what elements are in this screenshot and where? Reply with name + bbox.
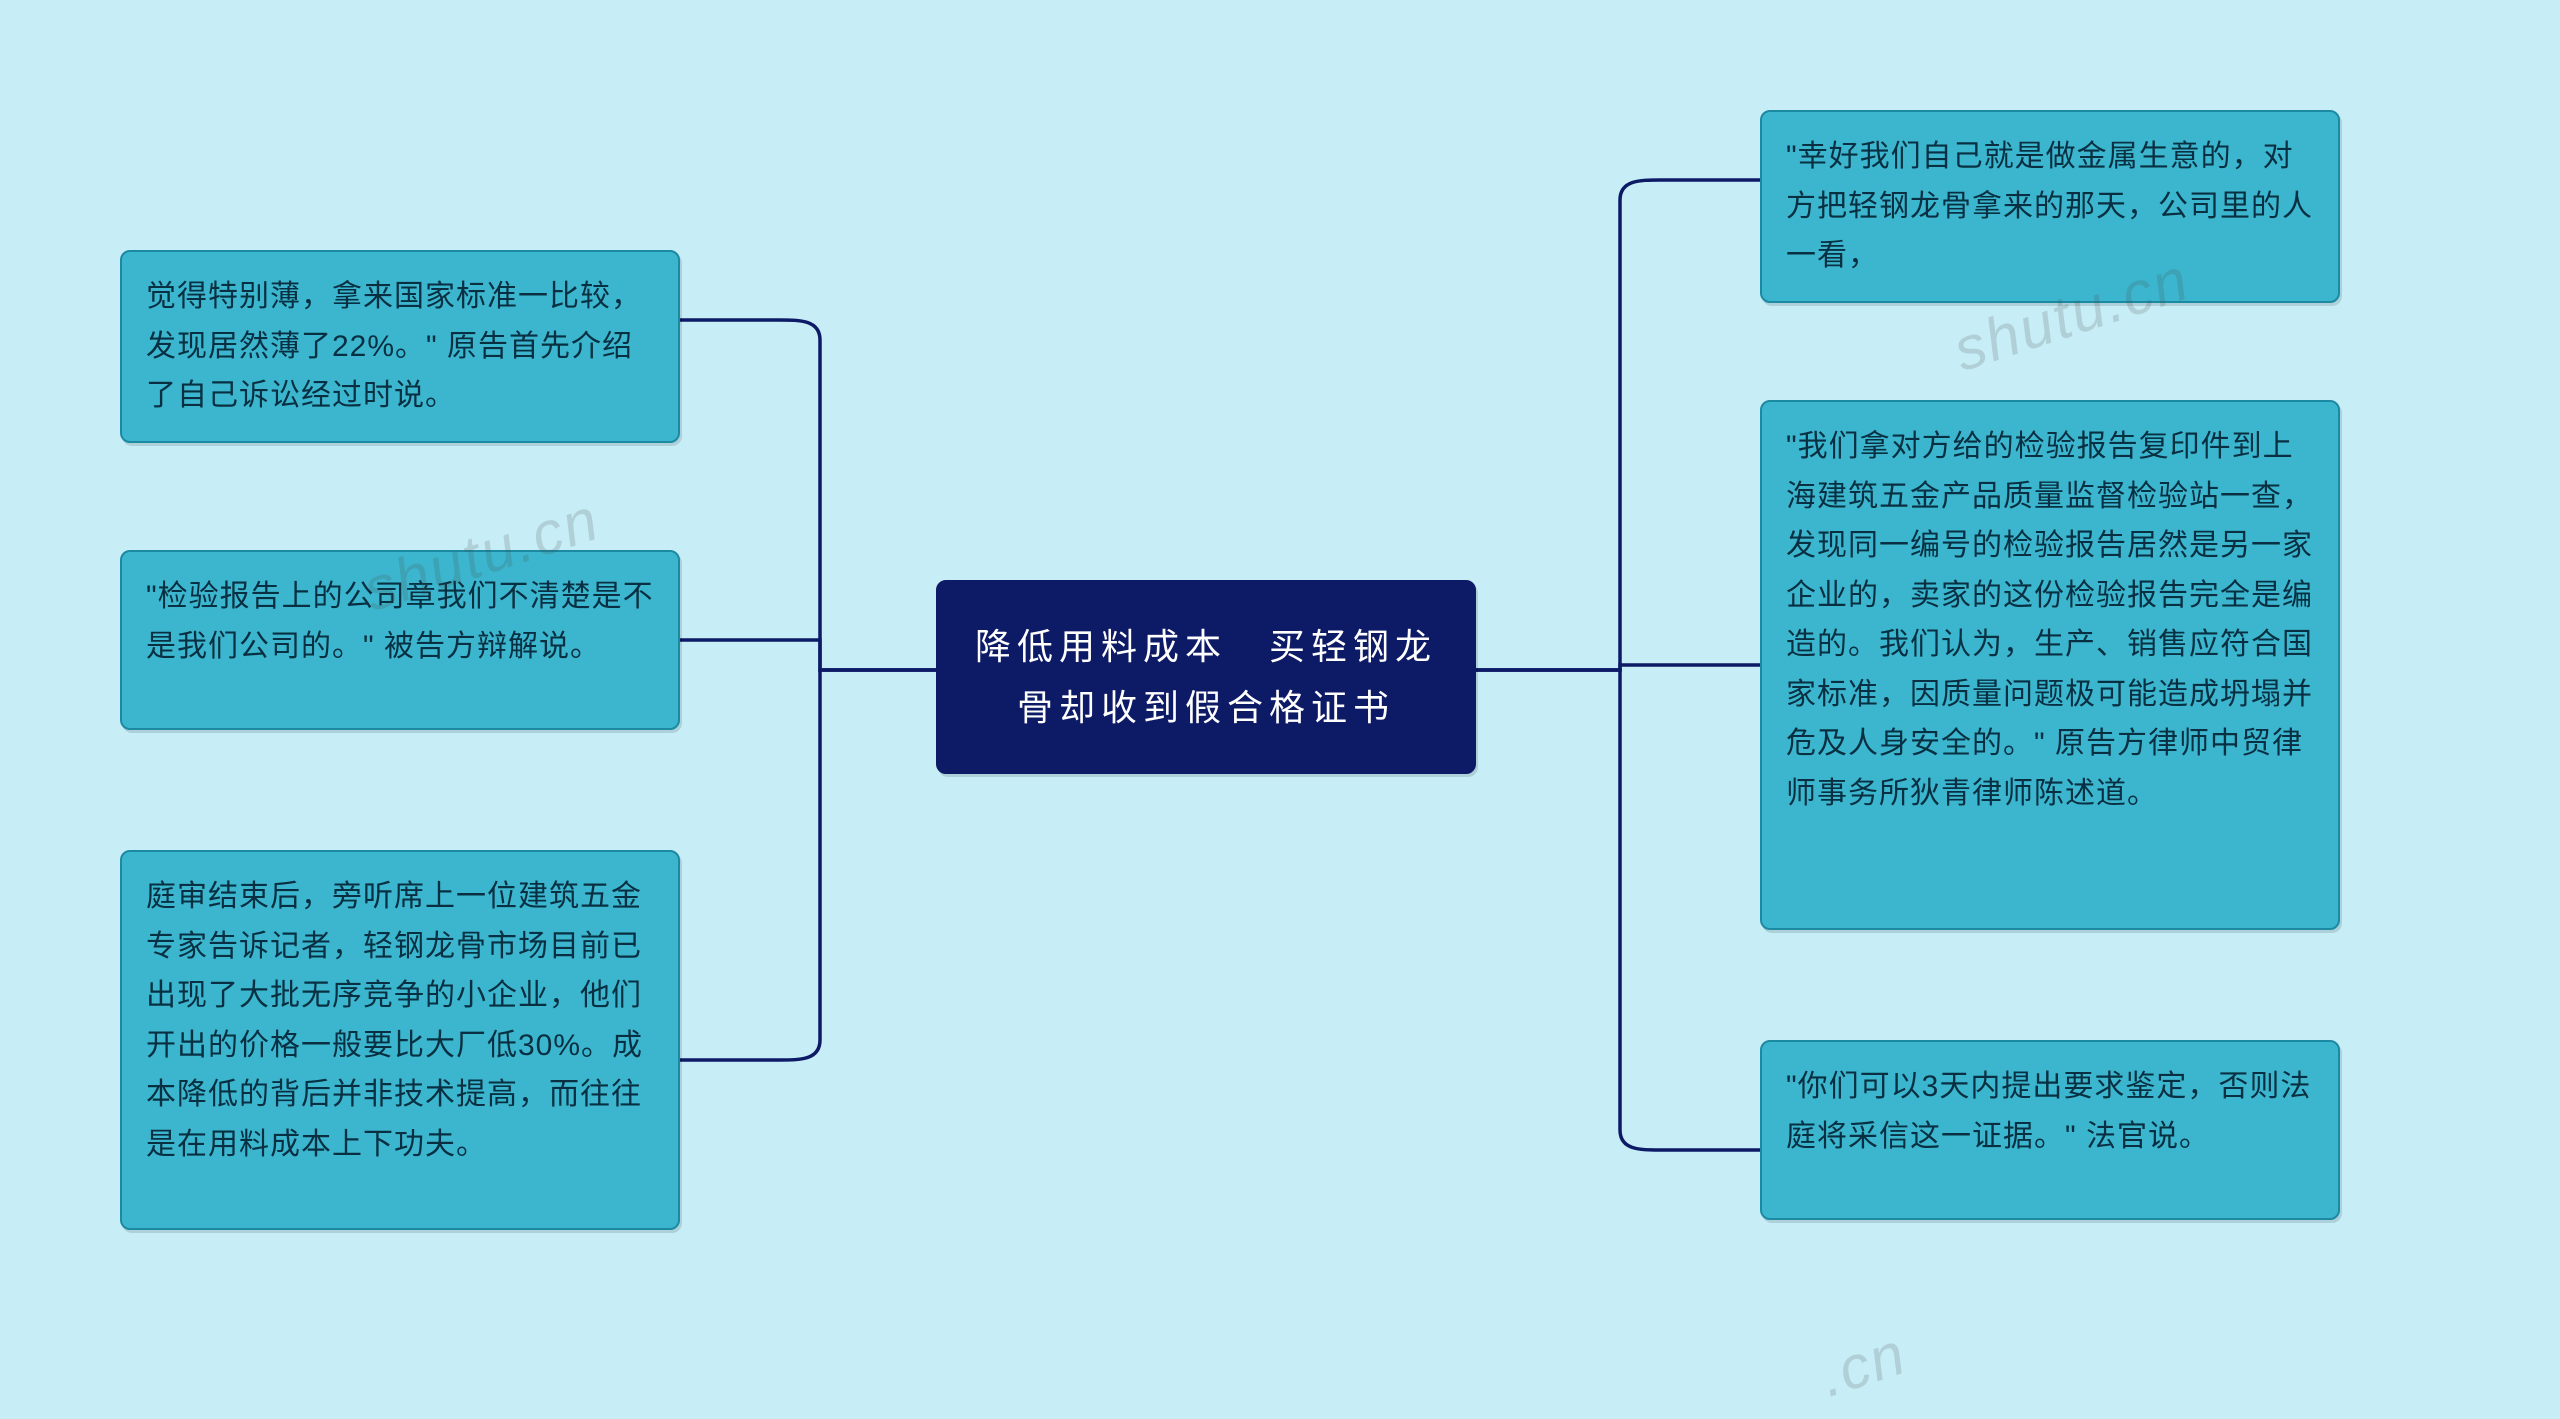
left-node-2-text: "检验报告上的公司章我们不清楚是不是我们公司的。" 被告方辩解说。 xyxy=(146,580,654,663)
center-line1: 降低用料成本 买轻钢龙 xyxy=(975,626,1437,667)
left-node-1: 觉得特别薄，拿来国家标准一比较，发现居然薄了22%。" 原告首先介绍了自己诉讼经… xyxy=(120,250,680,443)
center-topic: 降低用料成本 买轻钢龙 骨却收到假合格证书 xyxy=(936,580,1476,774)
left-node-3-text: 庭审结束后，旁听席上一位建筑五金专家告诉记者，轻钢龙骨市场目前已出现了大批无序竞… xyxy=(146,880,643,1161)
center-line2: 骨却收到假合格证书 xyxy=(1017,687,1395,728)
right-node-1-text: "幸好我们自己就是做金属生意的，对方把轻钢龙骨拿来的那天，公司里的人一看， xyxy=(1786,140,2313,272)
right-node-3: "你们可以3天内提出要求鉴定，否则法庭将采信这一证据。" 法官说。 xyxy=(1760,1040,2340,1220)
left-node-2: "检验报告上的公司章我们不清楚是不是我们公司的。" 被告方辩解说。 xyxy=(120,550,680,730)
left-node-1-text: 觉得特别薄，拿来国家标准一比较，发现居然薄了22%。" 原告首先介绍了自己诉讼经… xyxy=(146,280,642,412)
mindmap-canvas: 降低用料成本 买轻钢龙 骨却收到假合格证书 觉得特别薄，拿来国家标准一比较，发现… xyxy=(0,0,2560,1419)
left-node-3: 庭审结束后，旁听席上一位建筑五金专家告诉记者，轻钢龙骨市场目前已出现了大批无序竞… xyxy=(120,850,680,1230)
right-node-3-text: "你们可以3天内提出要求鉴定，否则法庭将采信这一证据。" 法官说。 xyxy=(1786,1070,2311,1153)
right-node-2: "我们拿对方给的检验报告复印件到上海建筑五金产品质量监督检验站一查，发现同一编号… xyxy=(1760,400,2340,930)
right-node-1: "幸好我们自己就是做金属生意的，对方把轻钢龙骨拿来的那天，公司里的人一看， xyxy=(1760,110,2340,303)
watermark-3: .cn xyxy=(1811,1318,1914,1410)
right-node-2-text: "我们拿对方给的检验报告复印件到上海建筑五金产品质量监督检验站一查，发现同一编号… xyxy=(1786,430,2313,810)
